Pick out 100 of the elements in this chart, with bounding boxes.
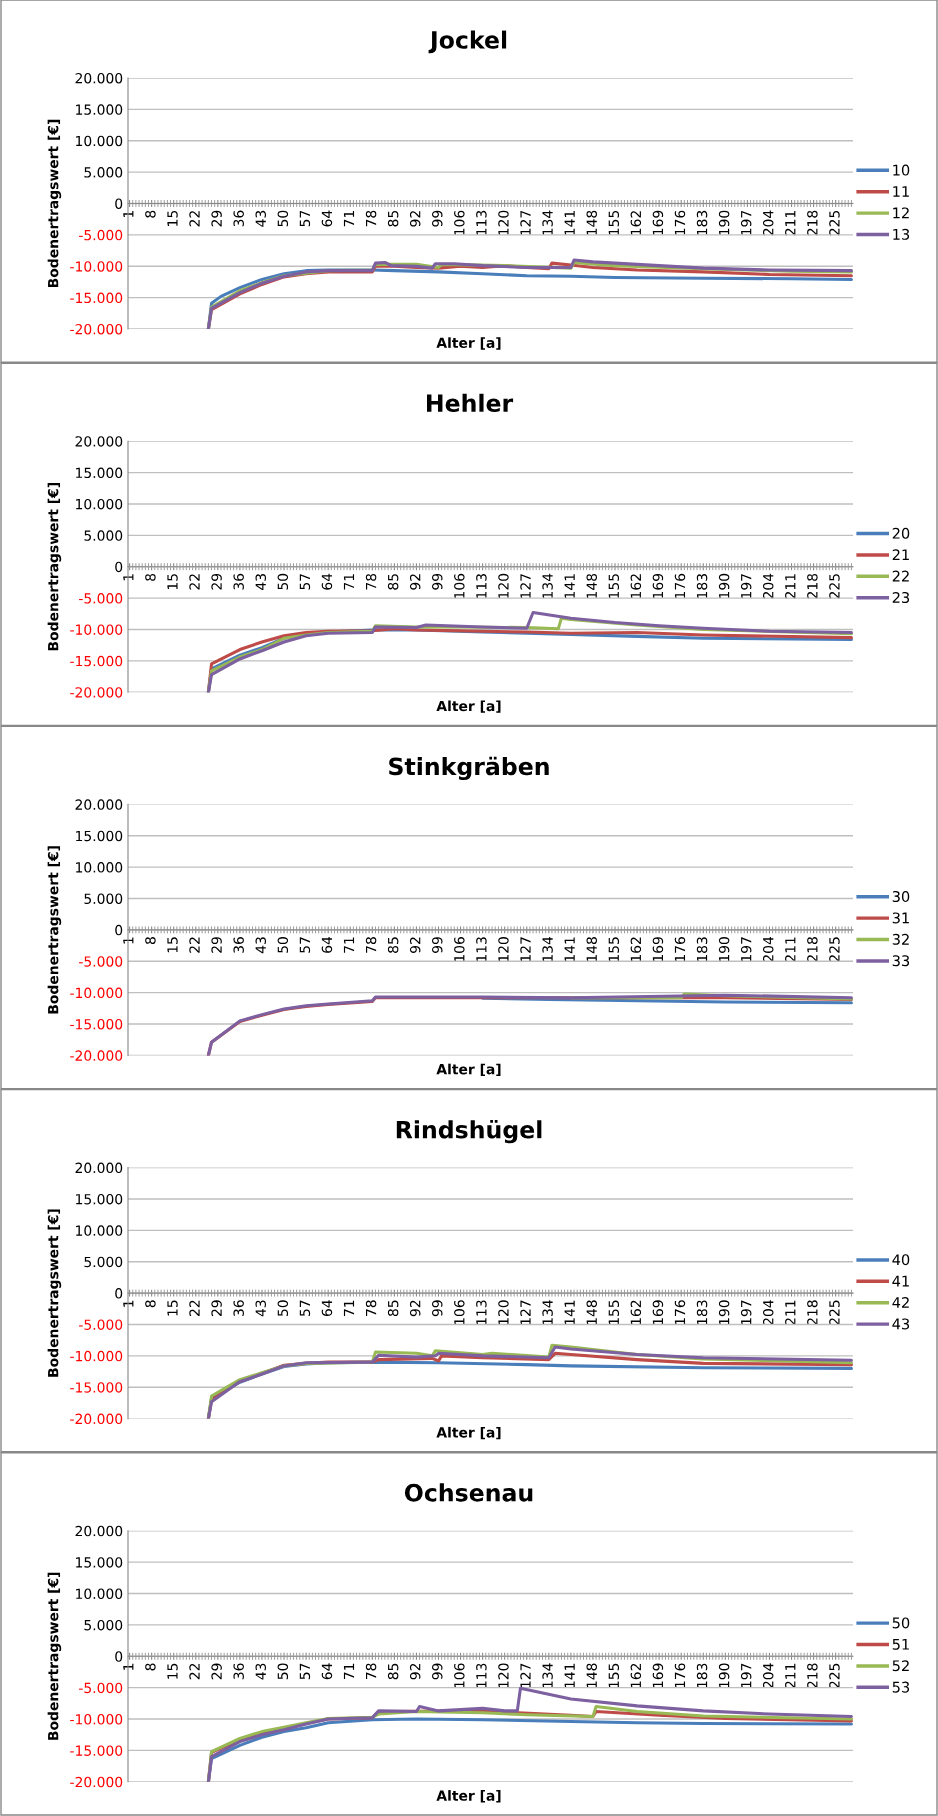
x-tick-label: 197	[740, 1663, 752, 1688]
x-tick-label: 78	[365, 1663, 377, 1680]
x-tick-label: 57	[299, 1663, 311, 1680]
x-tick-label: 169	[652, 210, 664, 235]
legend-label: 10	[893, 164, 910, 176]
x-tick-label: 57	[299, 937, 311, 953]
y-tick-label: 15.000	[76, 1557, 123, 1568]
x-tick-label: 29	[211, 937, 222, 953]
y-tick-label: -20.000	[70, 1776, 123, 1788]
x-tick-label: 176	[674, 937, 686, 962]
x-tick-label: 50	[277, 937, 289, 953]
x-tick-label: 113	[476, 1300, 487, 1325]
y-tick-label: 20.000	[75, 436, 123, 447]
x-tick-label: 176	[674, 573, 686, 598]
x-tick-label: 36	[233, 210, 244, 227]
y-tick-label: 5.000	[84, 1256, 123, 1268]
x-tick-label: 155	[608, 210, 620, 235]
x-tick-label: 127	[520, 1663, 531, 1688]
y-tick-label: 5.000	[84, 1619, 123, 1631]
x-tick-label: 64	[321, 573, 333, 590]
legend-label: 50	[892, 1617, 910, 1629]
x-tick-label: 190	[718, 573, 730, 598]
x-tick-label: 176	[674, 1663, 686, 1688]
y-tick-label: -10.000	[70, 624, 123, 635]
y-tick-label: 10.000	[76, 498, 123, 510]
x-tick-label: 148	[586, 1663, 597, 1688]
y-tick-label: 5.000	[84, 530, 123, 541]
x-tick-label: 127	[520, 574, 531, 598]
legend-label: 32	[892, 933, 909, 945]
x-tick-label: 197	[740, 1300, 752, 1325]
x-tick-label: 204	[762, 1300, 774, 1325]
x-tick-label: 57	[299, 574, 311, 590]
x-tick-label: 15	[167, 1663, 178, 1679]
y-tick-label: -20.000	[70, 1050, 123, 1061]
x-tick-label: 169	[652, 1300, 664, 1325]
x-tick-label: 211	[785, 937, 796, 962]
y-axis-title: Bodenertragswert [€]	[47, 1209, 62, 1377]
y-tick-label: -10.000	[70, 987, 123, 999]
x-tick-label: 92	[409, 1300, 421, 1317]
x-tick-label: 211	[785, 1300, 796, 1325]
legend-label: 40	[892, 1254, 910, 1266]
x-tick-label: 36	[233, 1300, 244, 1316]
y-tick-label: -10.000	[70, 1350, 123, 1362]
x-tick-label: 141	[564, 1663, 575, 1688]
x-axis-title: Alter [a]	[436, 700, 501, 713]
y-tick-label: 10.000	[76, 1225, 123, 1236]
x-tick-label: 127	[520, 937, 531, 962]
y-axis-title: Bodenertragswert [€]	[47, 846, 62, 1014]
chart-title: Ochsenau	[404, 1483, 533, 1502]
x-tick-label: 8	[145, 210, 156, 218]
legend-label: 20	[892, 527, 910, 539]
x-tick-label: 155	[608, 574, 620, 598]
x-tick-label: 92	[409, 937, 421, 953]
x-tick-label: 92	[409, 574, 421, 590]
x-tick-label: 148	[586, 210, 597, 235]
x-tick-label: 120	[498, 1300, 509, 1325]
y-tick-label: 15.000	[76, 830, 123, 842]
x-tick-label: 225	[829, 1300, 840, 1325]
x-tick-label: 190	[718, 937, 730, 962]
x-tick-label: 1	[123, 1663, 134, 1670]
x-tick-label: 113	[476, 937, 487, 962]
x-tick-label: 113	[476, 210, 487, 235]
x-tick-label: 134	[542, 210, 553, 235]
x-tick-label: 134	[542, 573, 553, 598]
y-tick-label: 0	[115, 1288, 123, 1299]
x-tick-label: 148	[586, 573, 597, 598]
x-tick-label: 64	[321, 936, 333, 953]
x-tick-label: 43	[255, 574, 266, 590]
legend-label: 23	[892, 592, 910, 604]
x-tick-label: 113	[476, 574, 487, 598]
legend-label: 52	[892, 1660, 909, 1672]
x-tick-label: 78	[365, 210, 377, 227]
x-tick-label: 155	[608, 1300, 620, 1325]
x-tick-label: 36	[233, 937, 244, 953]
y-tick-label: 10.000	[76, 1588, 123, 1600]
x-tick-label: 169	[652, 1663, 664, 1688]
x-tick-label: 197	[740, 574, 752, 598]
x-tick-label: 155	[608, 937, 620, 962]
x-tick-label: 43	[255, 210, 266, 227]
y-tick-label: -15.000	[70, 1745, 123, 1756]
x-tick-label: 71	[343, 1663, 355, 1680]
x-tick-label: 190	[718, 210, 730, 235]
y-tick-label: -5.000	[79, 956, 123, 967]
x-tick-label: 78	[365, 937, 377, 953]
x-tick-label: 64	[321, 210, 333, 227]
legend-label: 11	[893, 186, 909, 197]
y-tick-label: -5.000	[79, 1682, 123, 1694]
x-tick-label: 155	[608, 1663, 620, 1688]
x-tick-label: 106	[454, 937, 465, 962]
x-tick-label: 141	[564, 211, 575, 235]
x-tick-label: 1	[123, 937, 134, 944]
x-tick-label: 211	[785, 574, 796, 599]
x-tick-label: 22	[189, 1663, 200, 1680]
x-tick-label: 50	[277, 1663, 289, 1680]
x-tick-label: 106	[454, 210, 465, 235]
x-tick-label: 22	[189, 574, 200, 590]
x-tick-label: 190	[718, 1663, 730, 1688]
x-tick-label: 85	[387, 1300, 399, 1317]
x-tick-label: 211	[785, 1663, 796, 1689]
x-tick-label: 204	[762, 1663, 774, 1689]
